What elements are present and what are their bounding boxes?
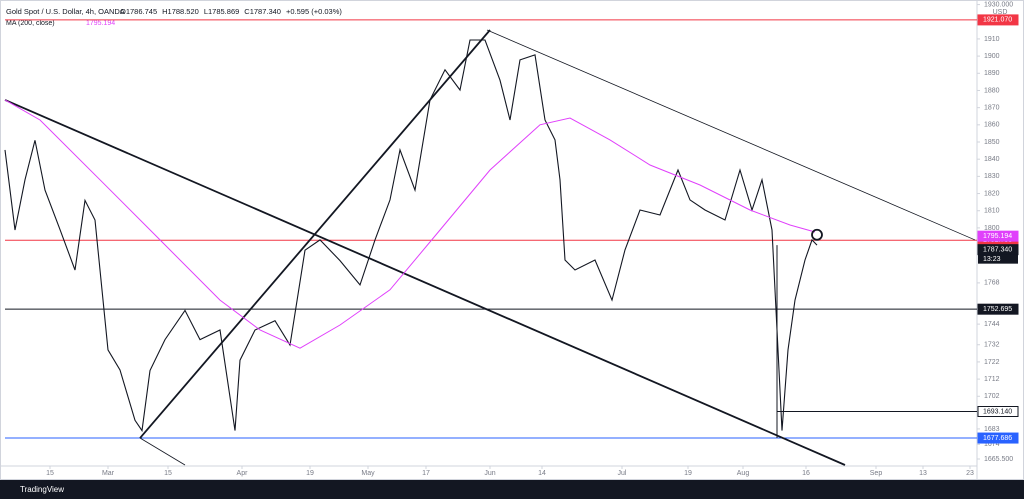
y-tick-label: 1930.000 <box>984 1 1013 8</box>
quote: O1786.745 H1788.520 L1785.869 C1787.340 +0.5… <box>120 7 342 16</box>
quote-value: H1788.520 <box>162 7 199 16</box>
trendline <box>139 437 186 466</box>
trendline <box>4 99 846 466</box>
level-label: 1921.070 <box>983 17 1012 24</box>
level-label-box <box>977 303 1019 315</box>
y-tick-label: 1683 <box>984 426 1000 433</box>
last-price-label: 1787.340 <box>983 247 1012 254</box>
x-tick-label: Jul <box>618 470 627 477</box>
footer-bar <box>0 480 1024 499</box>
y-tick-label: 1850 <box>984 139 1000 146</box>
y-tick-label: 1830 <box>984 173 1000 180</box>
x-tick-label: 16 <box>802 470 810 477</box>
y-tick-label: 1860 <box>984 122 1000 129</box>
x-tick-label: 19 <box>306 470 314 477</box>
y-tick-label: 1800 <box>984 225 1000 232</box>
y-tick-label: 1900 <box>984 53 1000 60</box>
x-tick-label: 19 <box>684 470 692 477</box>
marker-circle <box>811 228 823 241</box>
y-tick-label: 1712 <box>984 376 1000 383</box>
x-tick-label: 14 <box>538 470 546 477</box>
y-tick-label: 1768 <box>984 280 1000 287</box>
quote-value: O1786.745 <box>120 7 157 16</box>
x-tick-label: Sep <box>870 470 883 477</box>
x-tick-label: 15 <box>164 470 172 477</box>
ma-legend: MA (200, close) <box>6 20 55 27</box>
y-tick-label: 1702 <box>984 393 1000 400</box>
symbol-title: Gold Spot / U.S. Dollar, 4h, OANDA <box>6 7 125 16</box>
y-tick-label: 1674 <box>984 441 1000 448</box>
x-tick-label: 13 <box>919 470 927 477</box>
y-tick-label: 1880 <box>984 87 1000 94</box>
ma-label-box <box>977 230 1019 242</box>
y-tick-label: 1840 <box>984 156 1000 163</box>
currency: USD <box>993 9 1008 16</box>
quote-value: L1785.869 <box>204 7 239 16</box>
x-tick-label: 15 <box>46 470 54 477</box>
level-label-box <box>977 14 1019 26</box>
x-tick-label: 17 <box>422 470 430 477</box>
y-tick-label: 1910 <box>984 36 1000 43</box>
x-tick-label: Mar <box>102 470 115 477</box>
y-tick-label: 1665.500 <box>984 456 1013 463</box>
x-tick-label: Apr <box>237 470 249 477</box>
y-tick-label: 1870 <box>984 104 1000 111</box>
ma-label: 1795.194 <box>983 233 1012 240</box>
series-line <box>4 99 816 349</box>
x-tick-label: Jun <box>484 470 495 477</box>
y-tick-label: 1890 <box>984 70 1000 77</box>
level-label-box <box>977 406 1019 418</box>
level-label-box <box>977 432 1019 444</box>
x-tick-label: Aug <box>737 470 750 477</box>
level-label: 1752.695 <box>983 306 1012 313</box>
quote-value: C1787.340 <box>244 7 281 16</box>
y-tick-label: 1744 <box>984 321 1000 328</box>
brand: TradingView <box>20 485 64 494</box>
level-label: 1677.686 <box>983 435 1012 442</box>
x-tick-label: 23 <box>966 470 974 477</box>
y-tick-label: 1810 <box>984 208 1000 215</box>
y-tick-label: 1732 <box>984 342 1000 349</box>
y-tick-label: 1722 <box>984 359 1000 366</box>
ma-legend-value: 1795.194 <box>86 20 115 27</box>
series-line <box>4 39 818 433</box>
countdown: 13:23 <box>983 256 1001 263</box>
level-label: 1693.140 <box>983 408 1012 415</box>
countdown-box <box>978 254 1018 264</box>
y-tick-label: 1820 <box>984 190 1000 197</box>
x-tick-label: May <box>361 470 375 477</box>
trendline <box>486 29 976 241</box>
quote-value: +0.595 (+0.03%) <box>286 7 342 16</box>
